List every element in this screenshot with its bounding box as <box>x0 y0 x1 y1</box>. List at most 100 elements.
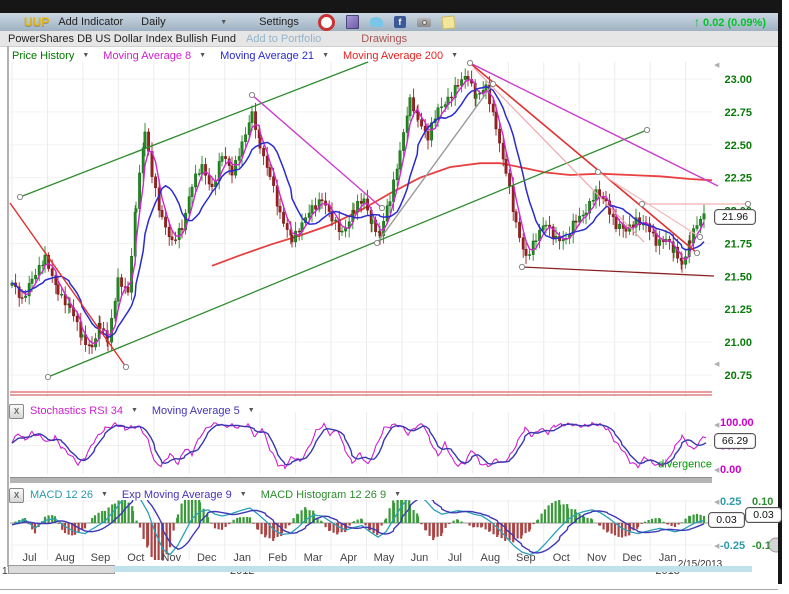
moving-averages <box>11 78 705 345</box>
drawing-anchor <box>518 263 526 271</box>
gridlines <box>10 62 712 560</box>
macd-value-tag: 0.03 <box>708 512 745 528</box>
add-indicator-button[interactable]: Add Indicator <box>58 16 124 28</box>
svg-text:0.10: 0.10 <box>752 496 773 508</box>
svg-text:21.50: 21.50 <box>724 271 752 283</box>
price-change-readout: ↑ 0.02 (0.09%) <box>694 15 766 29</box>
svg-text:100.00: 100.00 <box>720 417 754 429</box>
collapse-arrow-icon: ◀ <box>714 361 720 368</box>
collapse-arrow-icon: ◀ <box>714 543 720 550</box>
chevron-down-icon: ▼ <box>239 491 247 498</box>
svg-text:Jan: Jan <box>233 552 251 564</box>
svg-text:Jan: Jan <box>659 552 677 564</box>
svg-text:21.00: 21.00 <box>724 337 752 349</box>
chart-area: 23.0022.7522.5022.2522.0021.7521.5021.25… <box>0 46 784 589</box>
chart-canvas[interactable]: 23.0022.7522.5022.2522.0021.7521.5021.25… <box>0 46 784 589</box>
svg-text:Nov: Nov <box>162 552 182 564</box>
macd-dropdown[interactable]: MACD 12 26 ▼ <box>30 488 108 501</box>
facebook-icon[interactable]: f <box>393 16 406 28</box>
note-icon[interactable] <box>441 14 456 30</box>
period-dropdown[interactable]: Daily ▼ <box>132 16 236 28</box>
svg-text:20.75: 20.75 <box>724 370 752 382</box>
svg-text:22.50: 22.50 <box>724 140 752 152</box>
camera-icon[interactable] <box>416 17 431 27</box>
toolbar-icons: f <box>317 13 456 31</box>
channel-lower-green <box>47 129 648 378</box>
macd-line <box>11 500 705 556</box>
settings-button[interactable]: Settings <box>259 16 299 28</box>
price-history-dropdown[interactable]: Price History ▼ <box>12 49 90 62</box>
ma21-dropdown[interactable]: Moving Average 21 ▼ <box>220 49 329 62</box>
timeline-scrollbar-thumb[interactable] <box>8 565 115 574</box>
drawing-anchor <box>594 168 602 176</box>
symbol-subheader: PowerShares DB US Dollar Index Bullish F… <box>0 31 778 47</box>
ma8-dropdown[interactable]: Moving Average 8 ▼ <box>103 49 207 62</box>
panel-divider-bar[interactable] <box>10 477 712 483</box>
chevron-down-icon: ▼ <box>82 52 90 59</box>
library-icon[interactable] <box>345 15 359 29</box>
svg-text:Jun: Jun <box>411 552 429 564</box>
chevron-down-icon: ▼ <box>247 407 255 414</box>
svg-text:11: 11 <box>2 566 13 577</box>
ma200-dropdown[interactable]: Moving Average 200 ▼ <box>343 49 459 62</box>
collapse-arrow-icon: ◀ <box>714 422 720 429</box>
ma200-line <box>211 162 712 267</box>
svg-text:Oct: Oct <box>553 552 570 564</box>
chart-left-border <box>7 46 9 567</box>
drawing-anchor <box>378 204 386 212</box>
close-macd-button[interactable]: X <box>9 488 24 503</box>
drawing-anchor <box>489 80 497 88</box>
drawing-anchor <box>693 249 701 257</box>
uptrend-gray <box>376 83 494 244</box>
drawings-link[interactable]: Drawings <box>361 32 408 45</box>
chevron-down-icon: ▼ <box>451 52 459 59</box>
macd-ema9-dropdown[interactable]: Exp Moving Average 9 ▼ <box>121 488 247 501</box>
downtrend-magenta-right <box>469 62 719 187</box>
alarm-clock-icon[interactable] <box>317 13 335 31</box>
svg-text:Jul: Jul <box>448 552 462 564</box>
svg-text:23.00: 23.00 <box>724 74 752 86</box>
trendline-drawings[interactable] <box>9 59 752 396</box>
stochastics-value-tag: 66.29 <box>714 433 756 449</box>
collapse-arrow-icon: ◀ <box>714 467 720 474</box>
chevron-down-icon: ▼ <box>394 491 401 498</box>
svg-text:Mar: Mar <box>304 552 323 564</box>
drawing-anchor <box>373 239 381 247</box>
chevron-down-icon: ▼ <box>322 52 329 59</box>
stoch-ma5-dropdown[interactable]: Moving Average 5 ▼ <box>151 404 255 417</box>
drawing-anchor <box>466 59 474 67</box>
drawing-anchor <box>638 200 646 208</box>
svg-text:22.75: 22.75 <box>724 107 752 119</box>
stoch-ma5-line <box>11 423 707 466</box>
period-value: Daily <box>141 16 166 28</box>
twitter-icon[interactable] <box>369 17 383 27</box>
main-toolbar: UUP Add Indicator Daily ▼ Settings f ↑ 0… <box>0 13 778 31</box>
svg-text:22.25: 22.25 <box>724 173 752 185</box>
svg-text:Sep: Sep <box>516 552 536 564</box>
svg-text:Dec: Dec <box>197 552 217 564</box>
chevron-down-icon: ▼ <box>130 407 138 414</box>
macd-plot <box>10 500 712 560</box>
stochastics-panel-header: Stochastics RSI 34 ▼ Moving Average 5 ▼ <box>30 404 255 417</box>
drawing-anchor <box>744 200 752 208</box>
add-to-portfolio-link[interactable]: Add to Portfolio <box>246 32 322 45</box>
stochastics-dropdown[interactable]: Stochastics RSI 34 ▼ <box>30 404 138 417</box>
macd-histogram-dropdown[interactable]: MACD Histogram 12 26 9 ▼ <box>260 488 401 501</box>
stochrsi-line <box>11 421 707 470</box>
drawing-anchor <box>44 373 52 381</box>
drawing-anchor <box>16 193 24 201</box>
stochastics-plot <box>11 421 707 470</box>
downtrend-pink-steep <box>473 67 645 243</box>
last-date-label: 2/15/2013 <box>678 559 723 570</box>
svg-text:Aug: Aug <box>55 552 75 564</box>
svg-text:Dec: Dec <box>622 552 642 564</box>
close-stochastics-button[interactable]: X <box>9 404 24 419</box>
chevron-down-icon: ▼ <box>199 52 207 59</box>
svg-text:Aug: Aug <box>481 552 501 564</box>
candlesticks <box>10 68 706 355</box>
svg-text:-0.25: -0.25 <box>720 540 745 552</box>
timeline-scrollbar-track[interactable] <box>113 566 752 572</box>
channel-upper-green <box>19 61 369 198</box>
chevron-down-icon: ▼ <box>100 491 108 498</box>
fund-name-label: PowerShares DB US Dollar Index Bullish F… <box>8 32 237 45</box>
